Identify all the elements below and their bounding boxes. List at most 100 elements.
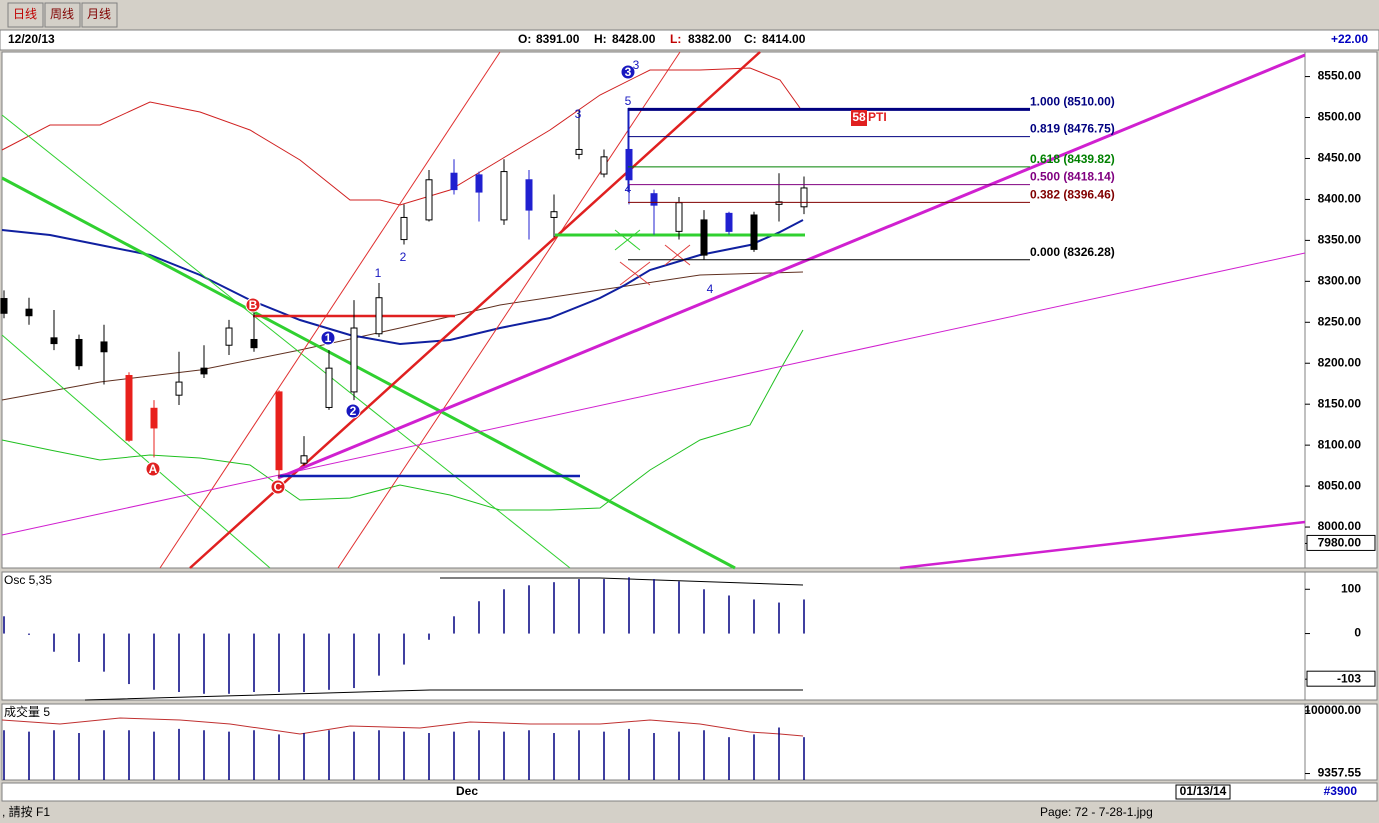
wave-marker-label: 2 — [350, 404, 357, 418]
wave-marker — [270, 479, 286, 495]
fib-label: 0.382 (8396.46) — [1030, 187, 1115, 201]
y-tick-label: 8450.00 — [1318, 151, 1362, 165]
moving-average-short — [1, 219, 804, 346]
price-axis — [1304, 51, 1378, 569]
y-tick-label: 8150.00 — [1318, 396, 1362, 410]
y-tick-label: 7980.00 — [1318, 536, 1362, 550]
wave-marker-label: 3 — [625, 65, 632, 79]
candle-body — [500, 171, 508, 221]
ohlc-value: 8391.00 — [536, 32, 580, 46]
fib-label: 0.500 (8418.14) — [1030, 170, 1115, 184]
volume-average — [1, 717, 804, 737]
wave-marker-label: C — [274, 480, 283, 494]
tab[interactable] — [81, 2, 118, 28]
price-panel — [1, 51, 1306, 569]
candle-body — [650, 193, 658, 206]
trend-line — [1, 334, 271, 569]
moving-average-long — [1, 271, 804, 401]
candle-body — [350, 327, 358, 393]
y-tick-label: 9357.55 — [1318, 766, 1362, 780]
end-date-box — [1175, 784, 1231, 800]
wave-marker — [620, 64, 636, 80]
tab[interactable] — [44, 2, 81, 28]
wave-marker — [145, 461, 161, 477]
wave-marker — [320, 330, 336, 346]
fib-label: 0.618 (8439.82) — [1030, 152, 1115, 166]
cross-marks — [619, 244, 691, 286]
end-date: 01/13/14 — [1180, 784, 1227, 798]
change: +22.00 — [1331, 32, 1368, 46]
candle-body — [150, 407, 158, 429]
trend-line — [189, 51, 761, 569]
candle-body — [475, 174, 483, 193]
y-tick-label: 8100.00 — [1318, 437, 1362, 451]
candle-body — [450, 172, 458, 191]
ohlc-value: 8414.00 — [762, 32, 806, 46]
fib-label: 0.819 (8476.75) — [1030, 122, 1115, 136]
y-tick-label: 100 — [1341, 581, 1361, 595]
wave-label: 3 — [575, 107, 582, 121]
y-tick-label: 8300.00 — [1318, 274, 1362, 288]
ohlc-value: 8428.00 — [612, 32, 656, 46]
panel-title: Osc 5,35 — [4, 573, 52, 587]
candle-body — [675, 202, 683, 232]
y-tick-label: 8400.00 — [1318, 192, 1362, 206]
overlays — [1, 51, 1306, 737]
trend-line — [159, 51, 501, 569]
tab-label[interactable]: 月线 — [87, 7, 111, 21]
fib-label: 0.000 (8326.28) — [1030, 245, 1115, 259]
y-tick-label: 8350.00 — [1318, 233, 1362, 247]
status-page: Page: 72 - 7-28-1.jpg — [1040, 805, 1153, 819]
candle-body — [550, 211, 558, 218]
tab-label[interactable]: 周线 — [50, 7, 74, 21]
tag-text: PTI — [868, 110, 887, 124]
candle-body — [625, 148, 633, 181]
y-tick-label: 8200.00 — [1318, 355, 1362, 369]
trend-line — [899, 520, 1306, 570]
y-tick-label: 0 — [1354, 626, 1361, 640]
candle-body — [125, 375, 133, 441]
tag-box — [851, 110, 867, 126]
info-bar — [0, 29, 1379, 51]
bar-count: #3900 — [1324, 784, 1358, 798]
x-tick-label: Dec — [456, 784, 478, 798]
wave-label: 5 — [625, 94, 632, 108]
y-tick-label: 8500.00 — [1318, 110, 1362, 124]
wave-label: 3 — [633, 58, 640, 72]
ohlc-label: H: — [594, 32, 607, 46]
trend-line — [1, 176, 736, 570]
candle-body — [275, 391, 283, 471]
candle-body — [100, 341, 108, 353]
tab[interactable] — [7, 2, 44, 28]
wave-marker — [345, 403, 361, 419]
y-tick-label: 8000.00 — [1318, 519, 1362, 533]
candle-body — [575, 148, 583, 155]
candle-body — [175, 381, 183, 396]
candle-body — [525, 179, 533, 211]
ohlc-label: O: — [518, 32, 531, 46]
candle-body — [700, 219, 708, 256]
candle-body — [225, 327, 233, 346]
y-tick-label: 100000.00 — [1304, 703, 1361, 717]
trend-line — [277, 53, 1306, 480]
y-tick-box — [1306, 670, 1376, 687]
candle-body — [325, 367, 333, 408]
fib-label: 1.000 (8510.00) — [1030, 95, 1115, 109]
wave-label: 4 — [625, 182, 632, 196]
wave-label: 1 — [375, 266, 382, 280]
candle-body — [75, 338, 83, 367]
volume-axis — [1304, 703, 1378, 781]
wave-marker-label: A — [149, 462, 158, 476]
candle-body — [250, 338, 258, 349]
toolbar — [0, 0, 1379, 30]
tab-label[interactable]: 日线 — [13, 7, 37, 21]
candle-body — [725, 212, 733, 232]
y-tick-label: 8050.00 — [1318, 478, 1362, 492]
wave-marker-label: B — [249, 298, 258, 312]
candle-body — [25, 308, 33, 317]
cross-marks — [614, 229, 641, 251]
candle-body — [425, 179, 433, 221]
candle-body — [50, 337, 58, 345]
status-help: , 請按 F1 — [2, 805, 50, 819]
